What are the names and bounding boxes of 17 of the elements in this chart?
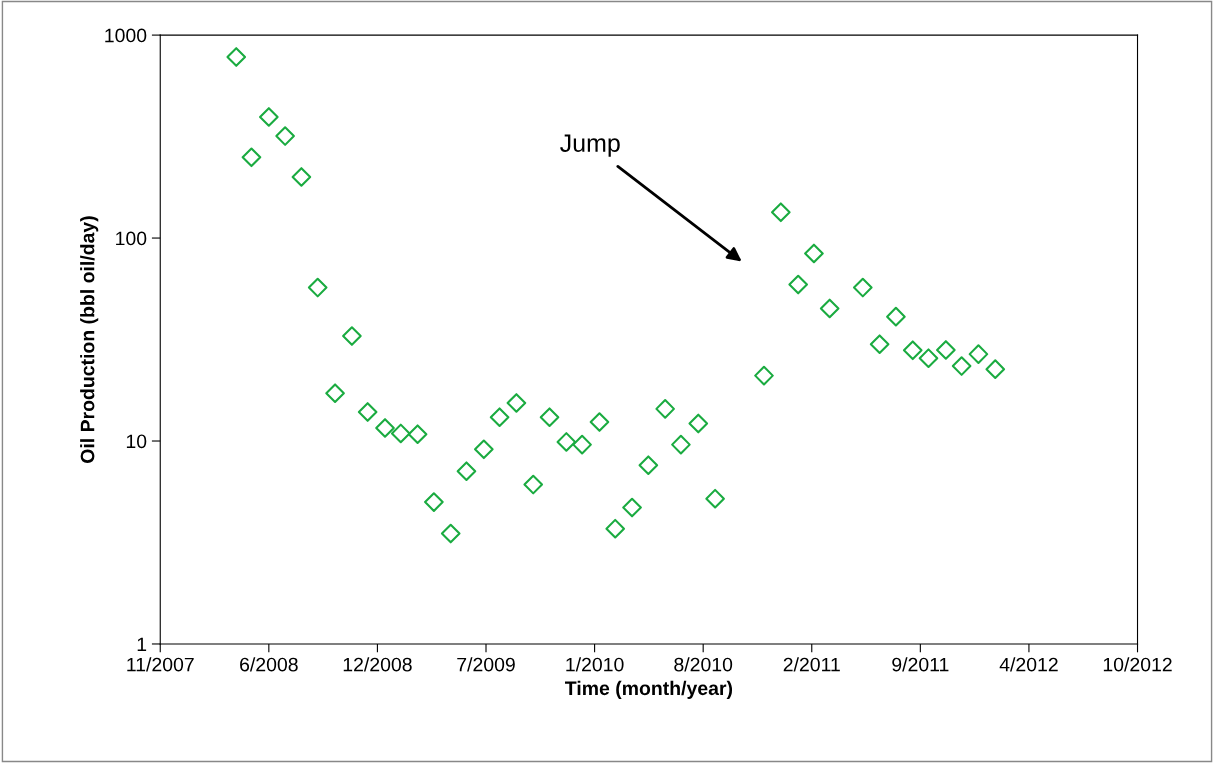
y-tick-label: 100 [116,231,147,246]
x-tick-label: 7/2009 [457,657,515,672]
x-tick-label: 8/2010 [674,657,733,672]
y-axis-title: Oil Production (bbl oil/day) [80,216,99,463]
x-tick-label: 1/2010 [566,657,624,672]
x-tick-label: 6/2008 [240,657,298,672]
y-tick-label: 1000 [105,28,147,43]
y-tick-label: 1 [137,637,147,652]
x-tick-label: 12/2008 [343,657,412,672]
annotation: Jump [560,134,620,157]
y-tick-label: 10 [126,434,147,449]
x-tick-label: 11/2007 [127,657,194,672]
x-tick-label: 10/2012 [1103,657,1172,672]
x-tick-label: 4/2012 [999,657,1058,672]
x-tick-label: 2/2011 [783,657,840,672]
x-axis-title: Time (month/year) [565,680,733,699]
x-tick-label: 9/2011 [892,657,949,672]
